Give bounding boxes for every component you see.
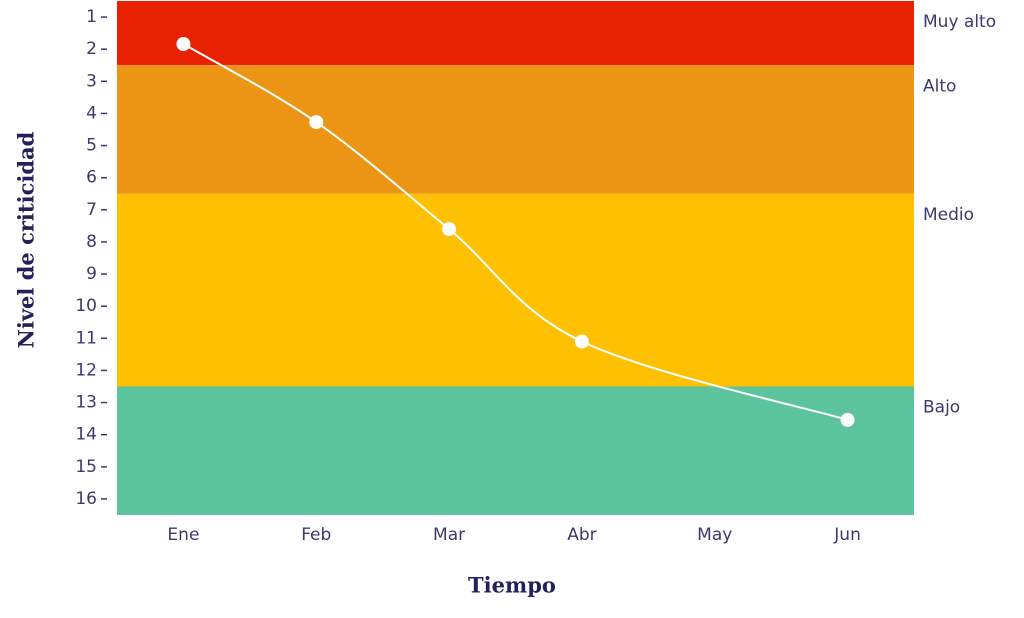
band-label: Muy alto — [923, 12, 996, 32]
y-tick-label: 1 — [86, 7, 97, 27]
y-tick-label: 5 — [86, 136, 97, 156]
criticality-band — [117, 65, 914, 194]
point — [840, 412, 855, 427]
x-tick-label: Ene — [167, 525, 199, 545]
x-tick-label: May — [697, 525, 732, 545]
y-tick-label: 12 — [75, 360, 97, 380]
y-tick-label: 10 — [75, 296, 97, 316]
criticality-band — [117, 1, 914, 66]
x-tick-label: Jun — [833, 525, 861, 545]
band-label: Alto — [923, 76, 956, 96]
band-label: Medio — [923, 205, 974, 225]
y-tick-label: 4 — [86, 103, 97, 123]
y-tick-label: 7 — [86, 200, 97, 220]
y-tick-label: 8 — [86, 232, 97, 252]
band-label: Bajo — [923, 398, 960, 418]
criticality-band — [117, 193, 914, 387]
line — [182, 43, 848, 421]
y-axis-title: Nivel de criticidad — [14, 131, 39, 348]
y-tick-label: 16 — [75, 489, 97, 509]
x-tick-label: Abr — [567, 525, 596, 545]
x-tick-label: Mar — [433, 525, 465, 545]
point — [176, 37, 191, 52]
y-tick-label: 6 — [86, 168, 97, 188]
point — [574, 334, 589, 349]
x-axis-title: Tiempo — [468, 573, 556, 598]
criticality-band — [117, 386, 914, 515]
y-tick-label: 2 — [86, 39, 97, 59]
y-tick-label: 14 — [75, 425, 97, 445]
y-tick-label: 9 — [86, 264, 97, 284]
point — [309, 115, 324, 130]
y-tick-label: 15 — [75, 457, 97, 477]
y-tick-label: 13 — [75, 393, 97, 413]
y-tick-label: 11 — [75, 328, 97, 348]
point — [442, 222, 457, 237]
x-tick-label: Feb — [301, 525, 331, 545]
y-tick-label: 3 — [86, 71, 97, 91]
